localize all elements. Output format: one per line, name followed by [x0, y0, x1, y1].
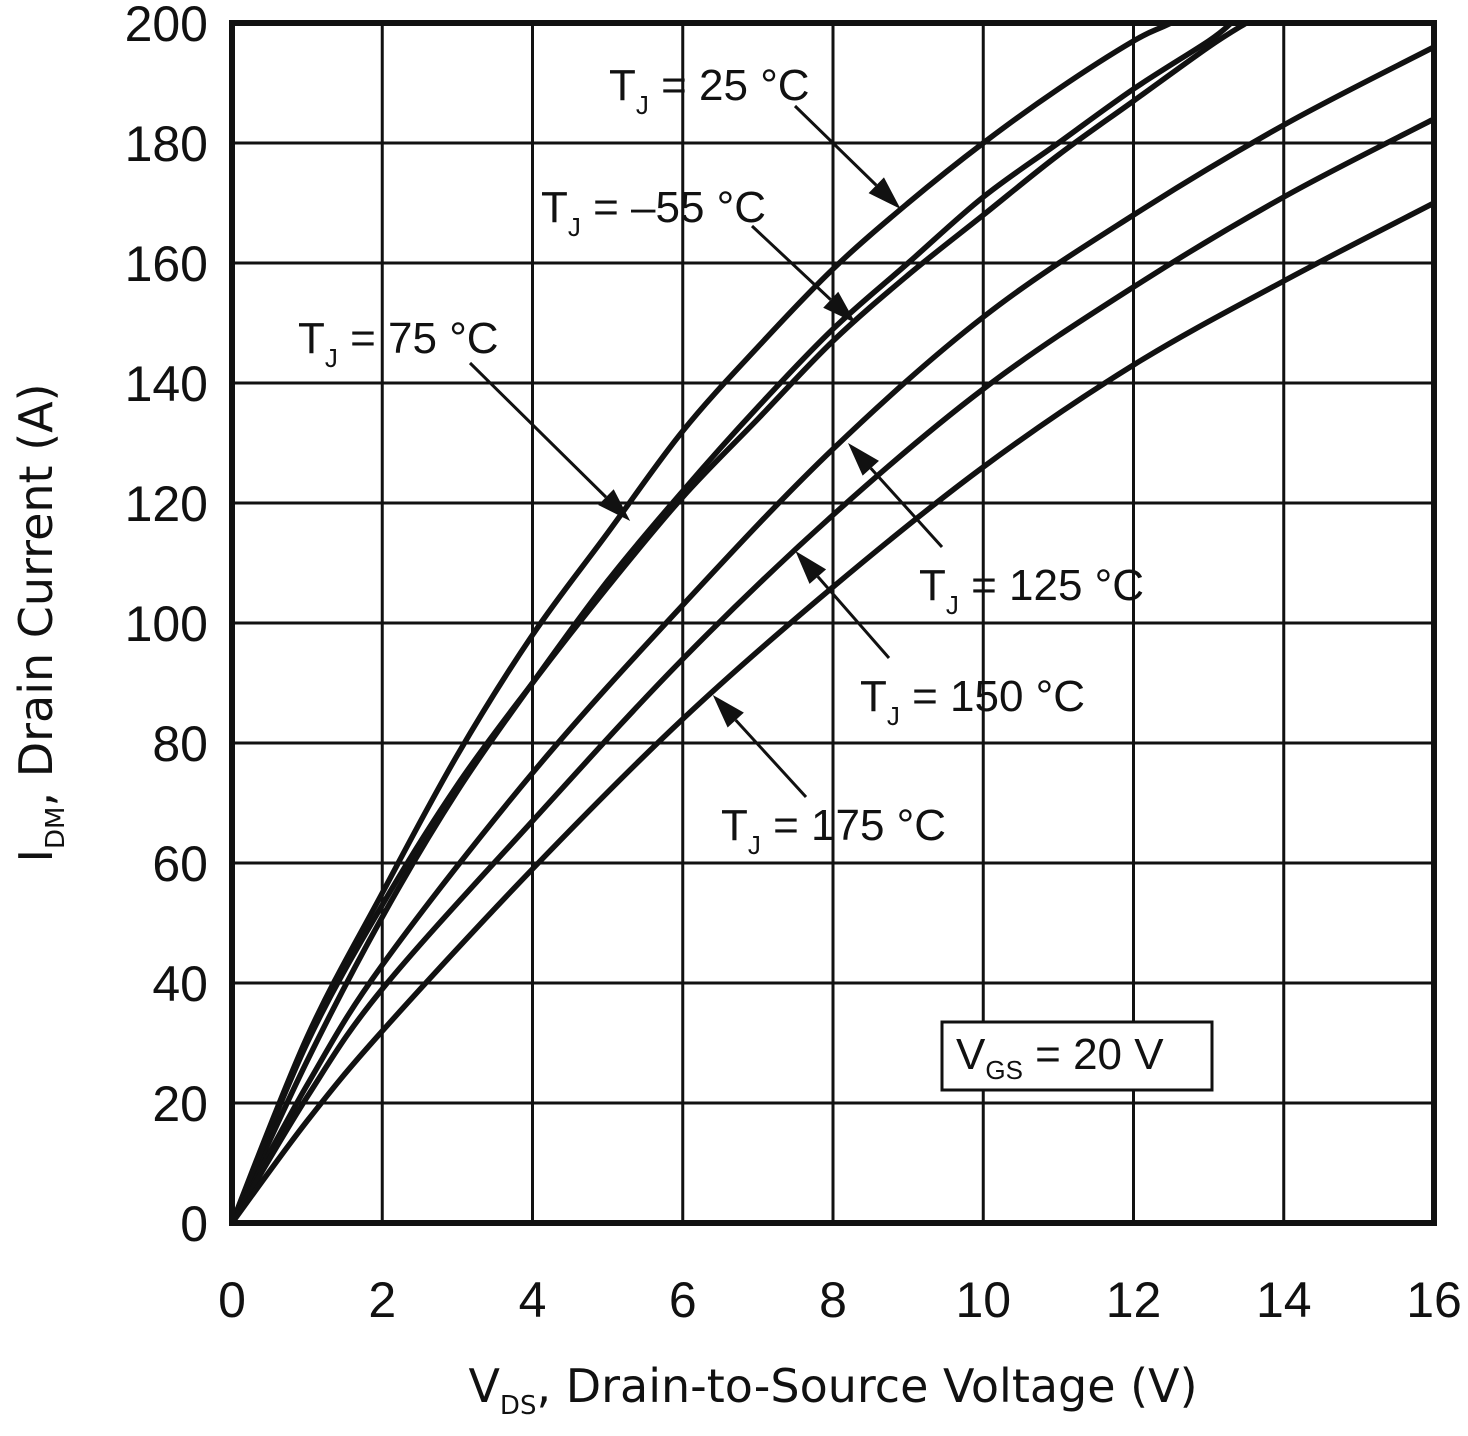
x-axis-title-sub: DS — [500, 1391, 537, 1421]
curve-tj-150-c — [232, 116, 1434, 1223]
annotation-tj-125-c-symbol: T — [919, 561, 946, 610]
annotation-tj-25-c-symbol: T — [609, 61, 636, 110]
annotation-tj-55-c-value: = –55 °C — [581, 183, 766, 232]
annotation-tj-25-c-subscript: J — [636, 90, 649, 120]
annotation-tj-75-c-leader — [468, 361, 608, 499]
y-axis-title-sub: DM — [41, 807, 71, 849]
y-tick-200: 200 — [125, 0, 208, 52]
annotation-tj-150-c-symbol: T — [860, 672, 887, 721]
x-tick-14: 14 — [1256, 1272, 1312, 1328]
annotation-tj-25-c-value: = 25 °C — [649, 61, 810, 110]
y-tick-20: 20 — [152, 1076, 208, 1132]
annotation-tj-75-c: TJ = 75 °C — [298, 314, 631, 521]
x-axis-title-main: V — [468, 1359, 500, 1413]
vgs-condition-box: VGS = 20 V — [940, 1020, 1214, 1092]
annotation-tj-55-c-arrowhead — [823, 291, 856, 323]
annotation-tj-125-c-value: = 125 °C — [959, 561, 1144, 610]
x-tick-12: 12 — [1106, 1272, 1162, 1328]
x-axis-title: VDS, Drain-to-Source Voltage (V) — [468, 1359, 1197, 1421]
y-tick-0: 0 — [180, 1196, 208, 1252]
curves — [232, 23, 1434, 1223]
curve-tj-125-c — [232, 44, 1434, 1223]
annotation-tj-55-c-leader — [750, 224, 832, 301]
y-tick-40: 40 — [152, 956, 208, 1012]
annotation-tj-75-c-arrowhead — [598, 489, 631, 521]
vgs-condition-frame — [940, 1020, 1214, 1092]
y-tick-60: 60 — [152, 836, 208, 892]
x-tick-0: 0 — [218, 1272, 246, 1328]
curve-tj-55-c — [232, 23, 1234, 1223]
y-axis-title: IDM, Drain Current (A) — [9, 383, 71, 862]
annotation-tj-175-c-leader — [734, 719, 808, 799]
annotation-tj-150-c: TJ = 150 °C — [795, 551, 1085, 731]
annotation-tj-125-c-subscript: J — [946, 590, 959, 620]
vgs-condition-label: VGS = 20 V — [956, 1030, 1164, 1085]
annotation-tj-175-c-subscript: J — [748, 830, 761, 860]
annotations: TJ = 25 °CTJ = –55 °CTJ = 75 °CTJ = 125 … — [298, 61, 1144, 860]
x-tick-8: 8 — [819, 1272, 847, 1328]
y-tick-160: 160 — [125, 236, 208, 292]
x-axis-title-rest: , Drain-to-Source Voltage (V) — [536, 1359, 1197, 1413]
x-tick-4: 4 — [519, 1272, 547, 1328]
annotation-tj-25-c-arrowhead — [868, 177, 901, 209]
x-tick-labels: 0 2 4 6 8 10 12 14 16 — [218, 1272, 1462, 1328]
annotation-tj-25-c: TJ = 25 °C — [609, 61, 901, 209]
y-axis-title-main: I — [9, 849, 63, 863]
annotation-tj-125-c-label: TJ = 125 °C — [919, 561, 1144, 620]
annotation-tj-150-c-label: TJ = 150 °C — [860, 672, 1085, 731]
y-axis-title-rest: , Drain Current (A) — [9, 383, 63, 806]
annotation-tj-75-c-label: TJ = 75 °C — [298, 314, 499, 373]
vgs-condition-rest: = 20 V — [1023, 1030, 1164, 1079]
annotation-tj-55-c-subscript: J — [568, 212, 581, 242]
annotation-tj-125-c-arrowhead — [848, 443, 879, 476]
annotation-tj-175-c-symbol: T — [721, 801, 748, 850]
annotation-tj-75-c-value: = 75 °C — [338, 314, 499, 363]
y-tick-100: 100 — [125, 596, 208, 652]
annotation-tj-25-c-label: TJ = 25 °C — [609, 61, 810, 120]
annotation-tj-150-c-subscript: J — [887, 701, 900, 731]
annotation-tj-150-c-value: = 150 °C — [900, 672, 1085, 721]
annotation-tj-175-c: TJ = 175 °C — [712, 695, 946, 860]
curve-tj-175-c — [232, 200, 1434, 1223]
y-tick-180: 180 — [125, 116, 208, 172]
y-tick-120: 120 — [125, 476, 208, 532]
y-tick-140: 140 — [125, 356, 208, 412]
annotation-tj-125-c-leader — [869, 467, 944, 549]
annotation-tj-25-c-leader — [793, 104, 878, 187]
annotation-tj-150-c-leader — [816, 575, 891, 659]
annotation-tj-175-c-arrowhead — [712, 695, 744, 728]
x-tick-6: 6 — [669, 1272, 697, 1328]
annotation-tj-125-c: TJ = 125 °C — [848, 443, 1144, 620]
vgs-condition-sub: GS — [985, 1055, 1023, 1085]
grid-lines — [232, 23, 1434, 1223]
y-tick-labels: 0 20 40 60 80 100 120 140 160 180 200 — [125, 0, 208, 1252]
y-tick-80: 80 — [152, 716, 208, 772]
x-tick-16: 16 — [1406, 1272, 1462, 1328]
vgs-condition-main: V — [956, 1030, 986, 1079]
curve-tj-25-c — [232, 23, 1178, 1223]
annotation-tj-55-c-symbol: T — [541, 183, 568, 232]
x-tick-10: 10 — [955, 1272, 1011, 1328]
x-tick-2: 2 — [368, 1272, 396, 1328]
annotation-tj-175-c-label: TJ = 175 °C — [721, 801, 946, 860]
curve-tj-75-c — [232, 23, 1249, 1223]
annotation-tj-55-c: TJ = –55 °C — [541, 183, 856, 323]
annotation-tj-55-c-label: TJ = –55 °C — [541, 183, 766, 242]
annotation-tj-150-c-arrowhead — [795, 551, 827, 584]
annotation-tj-75-c-subscript: J — [325, 343, 338, 373]
annotation-tj-75-c-symbol: T — [298, 314, 325, 363]
annotation-tj-175-c-value: = 175 °C — [761, 801, 946, 850]
plot-frame — [229, 20, 1437, 1226]
